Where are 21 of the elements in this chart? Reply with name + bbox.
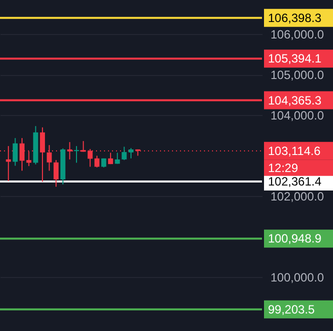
ref-line-label: 106,398.3	[268, 10, 322, 25]
text: 12:29	[268, 160, 298, 175]
ref-line-label: 103,114.6	[268, 144, 321, 158]
candlestick	[122, 146, 127, 161]
ref-line-label: 104,365.3	[268, 93, 322, 108]
candlestick	[94, 155, 100, 168]
y-tick-label: 100,000.0	[270, 270, 324, 285]
candlestick	[114, 152, 120, 164]
ref-line-label: 105,394.1	[268, 52, 322, 66]
ref-line-label: 102,361.4	[268, 174, 322, 188]
candlestick	[54, 160, 59, 188]
y-tick-label: 105,000.0	[270, 68, 324, 82]
y-tick-label: 104,000.0	[270, 108, 324, 123]
candlestick	[128, 148, 134, 159]
ref-line-label: 99,203.5	[268, 302, 316, 316]
ref-line-label: 100,948.9	[268, 232, 322, 246]
candlestick	[74, 146, 80, 164]
candlestick	[40, 126, 45, 182]
y-tick-label: 102,000.0	[270, 190, 324, 204]
candlestick	[12, 138, 18, 166]
y-tick-label: 106,000.0	[270, 28, 324, 42]
